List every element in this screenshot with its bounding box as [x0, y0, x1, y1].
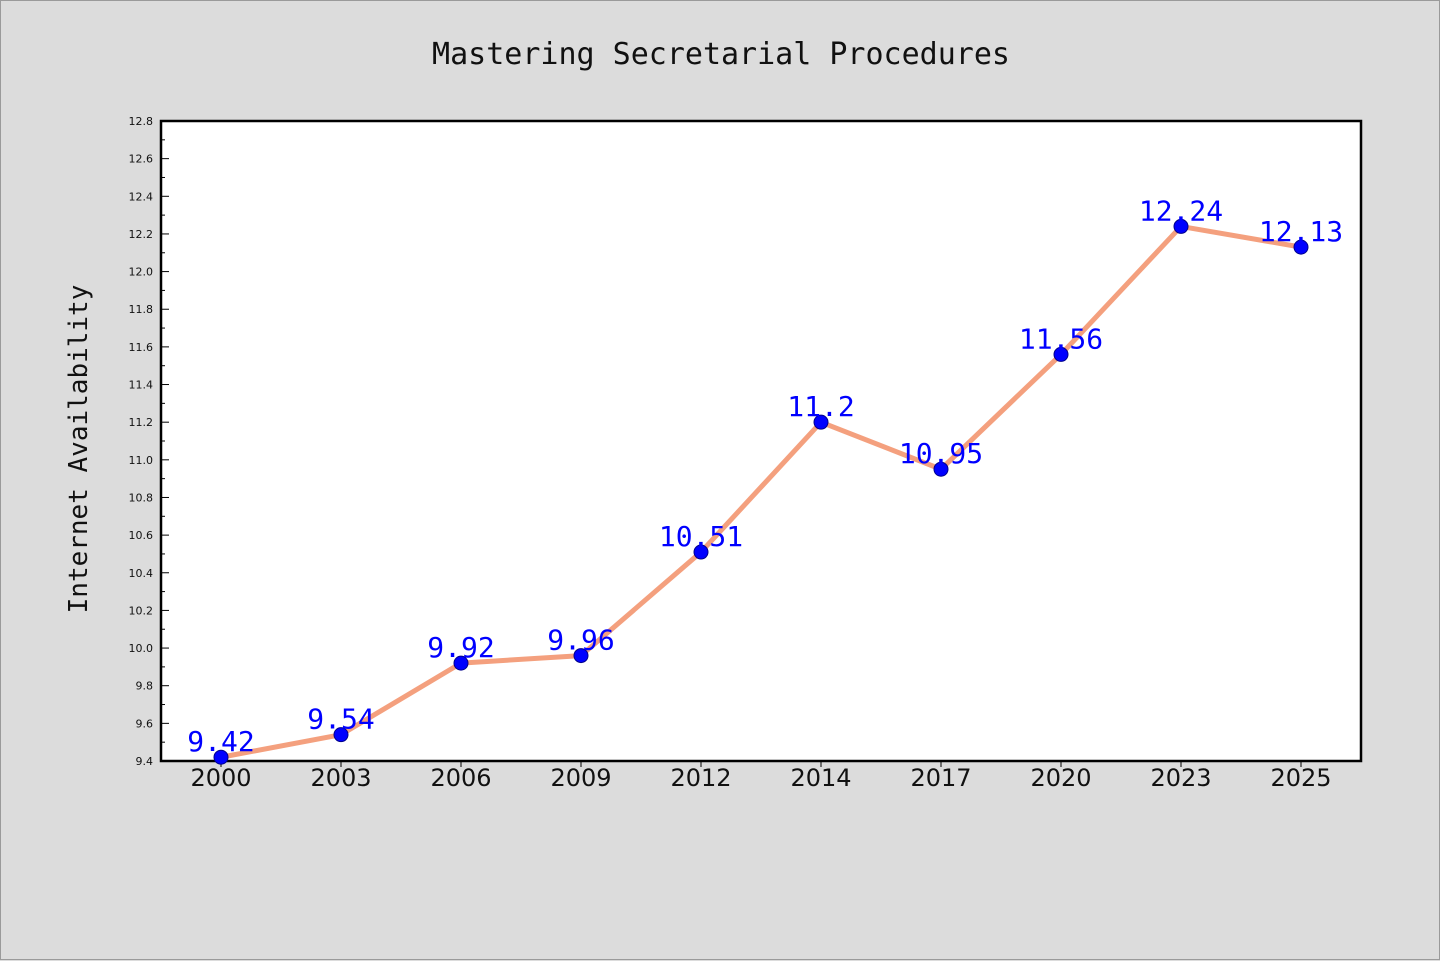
x-tick-label: 2000 — [190, 764, 251, 792]
data-point — [453, 655, 469, 671]
x-tick-label: 2003 — [310, 764, 371, 792]
data-point — [573, 648, 589, 664]
y-tick-label: 12.0 — [129, 266, 154, 279]
data-label: 9.42 — [187, 725, 254, 758]
y-tick-label: 9.4 — [136, 755, 154, 768]
y-tick-label: 12.6 — [129, 153, 154, 166]
y-tick-label: 10.8 — [129, 491, 154, 504]
x-tick-label: 2009 — [550, 764, 611, 792]
series-line — [218, 223, 1304, 760]
data-point — [1173, 218, 1189, 234]
x-tick-label: 2020 — [1030, 764, 1091, 792]
y-tick-label: 10.6 — [129, 529, 154, 542]
data-label: 9.54 — [307, 703, 374, 736]
series-layer — [213, 218, 1309, 765]
data-labels: 9.42 9.54 9.92 9.96 10.51 11.2 10.95 11.56 12.24… — [187, 194, 1343, 758]
y-tick-label: 12.8 — [129, 115, 154, 128]
x-tick-label: 2023 — [1150, 764, 1211, 792]
data-label: 10.51 — [659, 520, 743, 553]
x-tick-label: 2006 — [430, 764, 491, 792]
y-tick-label: 11.4 — [129, 379, 154, 392]
x-tick-label: 2012 — [670, 764, 731, 792]
data-point — [333, 727, 349, 743]
x-axis-ticks: 2000 2003 2006 2009 2012 2014 2017 2020 2023 2025 — [190, 761, 1332, 792]
data-label: 11.56 — [1019, 322, 1103, 355]
data-label: 12.13 — [1259, 215, 1343, 248]
y-tick-label: 11.2 — [129, 416, 154, 429]
y-tick-label: 10.4 — [129, 567, 154, 580]
x-tick-label: 2014 — [790, 764, 851, 792]
data-label: 10.95 — [899, 437, 983, 470]
y-tick-label: 12.2 — [129, 228, 154, 241]
y-tick-label: 10.0 — [129, 642, 154, 655]
y-tick-label: 11.8 — [129, 303, 154, 316]
x-tick-label: 2025 — [1270, 764, 1331, 792]
data-label: 11.2 — [787, 390, 854, 423]
y-tick-label: 11.6 — [129, 341, 154, 354]
y-tick-label: 12.4 — [129, 190, 154, 203]
x-tick-label: 2017 — [910, 764, 971, 792]
data-label: 9.96 — [547, 624, 614, 657]
y-tick-label: 9.6 — [136, 717, 154, 730]
data-point — [933, 461, 949, 477]
data-point — [1293, 239, 1309, 255]
plot-area — [159, 119, 1363, 763]
chart-title: Mastering Secretarial Procedures — [432, 37, 1010, 72]
data-point — [1053, 346, 1069, 362]
y-tick-label: 9.8 — [136, 680, 154, 693]
data-point — [813, 414, 829, 430]
y-axis-ticks: 9.4 9.6 9.8 10.0 10.2 10.4 10.6 10.8 11.0 11.2 11.… — [129, 115, 169, 768]
y-tick-label: 11.0 — [129, 454, 154, 467]
y-axis-label: Internet Availability — [64, 285, 94, 614]
data-point — [213, 749, 229, 765]
data-point — [693, 544, 709, 560]
data-label: 12.24 — [1139, 194, 1223, 227]
data-label: 9.92 — [427, 631, 494, 664]
y-tick-label: 10.2 — [129, 604, 154, 617]
